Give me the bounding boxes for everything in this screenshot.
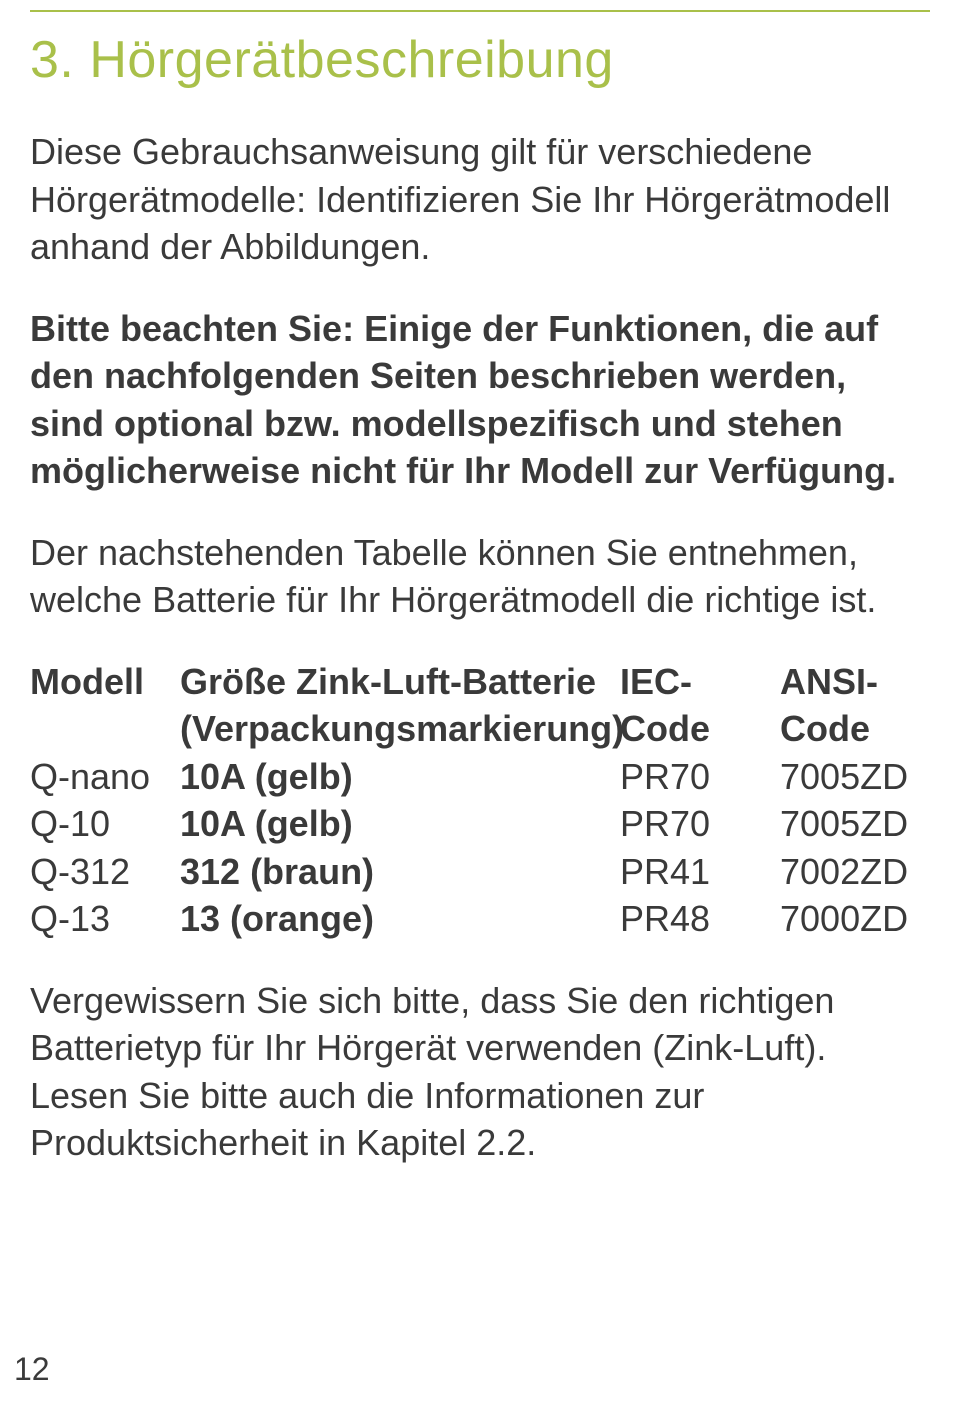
table-row: Q-10 10A (gelb) PR70 7005ZD — [30, 800, 930, 848]
table-header-row-2: (Verpackungsmarkierung) Code Code — [30, 705, 930, 753]
th-ansi-line1: ANSI- — [780, 658, 930, 706]
table-header-row: Modell Größe Zink-Luft-Batterie IEC- ANS… — [30, 658, 930, 706]
battery-table: Modell Größe Zink-Luft-Batterie IEC- ANS… — [30, 658, 930, 943]
th-model-empty — [30, 705, 180, 753]
cell-ansi: 7005ZD — [780, 753, 930, 801]
table-row: Q-312 312 (braun) PR41 7002ZD — [30, 848, 930, 896]
cell-size: 13 (orange) — [180, 895, 620, 943]
cell-model: Q-13 — [30, 895, 180, 943]
top-horizontal-rule — [30, 10, 930, 12]
cell-ansi: 7000ZD — [780, 895, 930, 943]
table-row: Q-13 13 (orange) PR48 7000ZD — [30, 895, 930, 943]
cell-iec: PR70 — [620, 753, 780, 801]
manual-page: 3. Hörgerätbeschreibung Diese Gebrauchsa… — [0, 10, 960, 1406]
page-number: 12 — [14, 1351, 50, 1388]
intro-paragraph: Diese Gebrauchsanweisung gilt für versch… — [30, 128, 930, 271]
th-iec-line1: IEC- — [620, 658, 780, 706]
cell-size: 10A (gelb) — [180, 753, 620, 801]
cell-model: Q-10 — [30, 800, 180, 848]
table-intro-paragraph: Der nachstehenden Tabelle können Sie ent… — [30, 529, 930, 624]
cell-iec: PR70 — [620, 800, 780, 848]
closing-paragraph: Vergewissern Sie sich bitte, dass Sie de… — [30, 977, 930, 1167]
cell-ansi: 7002ZD — [780, 848, 930, 896]
th-iec-line2: Code — [620, 705, 780, 753]
cell-iec: PR48 — [620, 895, 780, 943]
th-size-line1: Größe Zink-Luft-Batterie — [180, 658, 620, 706]
th-ansi-line2: Code — [780, 705, 930, 753]
cell-size: 312 (braun) — [180, 848, 620, 896]
cell-size: 10A (gelb) — [180, 800, 620, 848]
cell-model: Q-312 — [30, 848, 180, 896]
table-row: Q-nano 10A (gelb) PR70 7005ZD — [30, 753, 930, 801]
th-model: Modell — [30, 658, 180, 706]
cell-iec: PR41 — [620, 848, 780, 896]
cell-ansi: 7005ZD — [780, 800, 930, 848]
cell-model: Q-nano — [30, 753, 180, 801]
th-size-line2: (Verpackungsmarkierung) — [180, 705, 620, 753]
section-title: 3. Hörgerätbeschreibung — [30, 30, 930, 90]
note-paragraph: Bitte beachten Sie: Einige der Funktione… — [30, 305, 930, 495]
